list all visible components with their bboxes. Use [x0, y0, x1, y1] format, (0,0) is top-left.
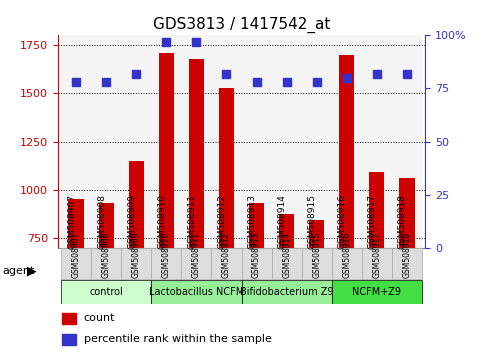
FancyBboxPatch shape — [61, 248, 91, 279]
Text: GSM508910: GSM508910 — [157, 194, 166, 249]
FancyBboxPatch shape — [242, 280, 332, 304]
Text: GSM508910: GSM508910 — [162, 232, 171, 279]
Bar — [99, 204, 114, 248]
FancyBboxPatch shape — [271, 248, 302, 279]
Text: GSM508909: GSM508909 — [132, 232, 141, 279]
Point — [253, 79, 260, 85]
Point — [193, 39, 200, 45]
Bar — [121, 35, 151, 248]
Text: GSM508917: GSM508917 — [372, 232, 382, 279]
Text: agent: agent — [2, 266, 35, 276]
Bar — [362, 35, 392, 248]
Text: GSM508909: GSM508909 — [127, 194, 136, 249]
Bar — [399, 178, 414, 248]
Text: NCFM+Z9: NCFM+Z9 — [353, 287, 401, 297]
Text: ▶: ▶ — [27, 264, 36, 277]
Point — [102, 79, 110, 85]
Bar — [91, 35, 121, 248]
Text: GSM508913: GSM508913 — [252, 232, 261, 279]
Bar — [159, 53, 174, 248]
Bar — [392, 35, 422, 248]
Text: GSM508911: GSM508911 — [192, 232, 201, 279]
FancyBboxPatch shape — [181, 248, 212, 279]
Text: GSM508915: GSM508915 — [308, 194, 317, 249]
Bar — [61, 35, 91, 248]
Bar — [339, 55, 355, 248]
Text: GDS3813 / 1417542_at: GDS3813 / 1417542_at — [153, 17, 330, 33]
Bar — [69, 199, 84, 248]
Point — [223, 71, 230, 76]
Point — [373, 71, 381, 76]
FancyBboxPatch shape — [332, 280, 422, 304]
Text: GSM508908: GSM508908 — [97, 194, 106, 249]
Text: GSM508913: GSM508913 — [248, 194, 256, 249]
Text: GSM508907: GSM508907 — [67, 194, 76, 249]
Text: control: control — [89, 287, 123, 297]
Bar — [302, 35, 332, 248]
Text: percentile rank within the sample: percentile rank within the sample — [84, 335, 271, 344]
Bar — [249, 204, 264, 248]
Text: GSM508918: GSM508918 — [402, 232, 412, 279]
FancyBboxPatch shape — [302, 248, 332, 279]
Text: Bifidobacterium Z9: Bifidobacterium Z9 — [240, 287, 333, 297]
Text: GSM508918: GSM508918 — [398, 194, 407, 249]
Point — [132, 71, 140, 76]
FancyBboxPatch shape — [362, 248, 392, 279]
FancyBboxPatch shape — [332, 248, 362, 279]
Bar — [219, 87, 234, 248]
Point — [162, 39, 170, 45]
Bar — [189, 58, 204, 248]
Text: GSM508916: GSM508916 — [338, 194, 347, 249]
Text: GSM508915: GSM508915 — [312, 232, 321, 279]
Bar — [309, 220, 324, 248]
Text: GSM508908: GSM508908 — [101, 232, 111, 279]
Point — [403, 71, 411, 76]
Text: GSM508916: GSM508916 — [342, 232, 351, 279]
FancyBboxPatch shape — [151, 280, 242, 304]
FancyBboxPatch shape — [151, 248, 181, 279]
Text: GSM508914: GSM508914 — [282, 232, 291, 279]
FancyBboxPatch shape — [392, 248, 422, 279]
FancyBboxPatch shape — [61, 280, 151, 304]
Text: GSM508917: GSM508917 — [368, 194, 377, 249]
Point — [72, 79, 80, 85]
Bar — [128, 161, 144, 248]
FancyBboxPatch shape — [91, 248, 121, 279]
Bar — [369, 172, 384, 248]
Bar — [62, 334, 76, 345]
Text: GSM508907: GSM508907 — [71, 232, 81, 279]
FancyBboxPatch shape — [121, 248, 151, 279]
FancyBboxPatch shape — [212, 248, 242, 279]
Bar — [181, 35, 212, 248]
Point — [283, 79, 290, 85]
Point — [343, 75, 351, 81]
Text: GSM508911: GSM508911 — [187, 194, 197, 249]
Text: count: count — [84, 313, 115, 323]
Text: GSM508912: GSM508912 — [222, 232, 231, 279]
Bar — [242, 35, 271, 248]
Bar — [212, 35, 242, 248]
Text: GSM508912: GSM508912 — [217, 194, 227, 249]
Bar — [151, 35, 181, 248]
Bar — [271, 35, 302, 248]
Text: GSM508914: GSM508914 — [278, 194, 286, 249]
Point — [313, 79, 321, 85]
Bar — [279, 214, 294, 248]
Bar — [332, 35, 362, 248]
Text: Lactobacillus NCFM: Lactobacillus NCFM — [149, 287, 244, 297]
FancyBboxPatch shape — [242, 248, 271, 279]
Bar — [62, 313, 76, 324]
